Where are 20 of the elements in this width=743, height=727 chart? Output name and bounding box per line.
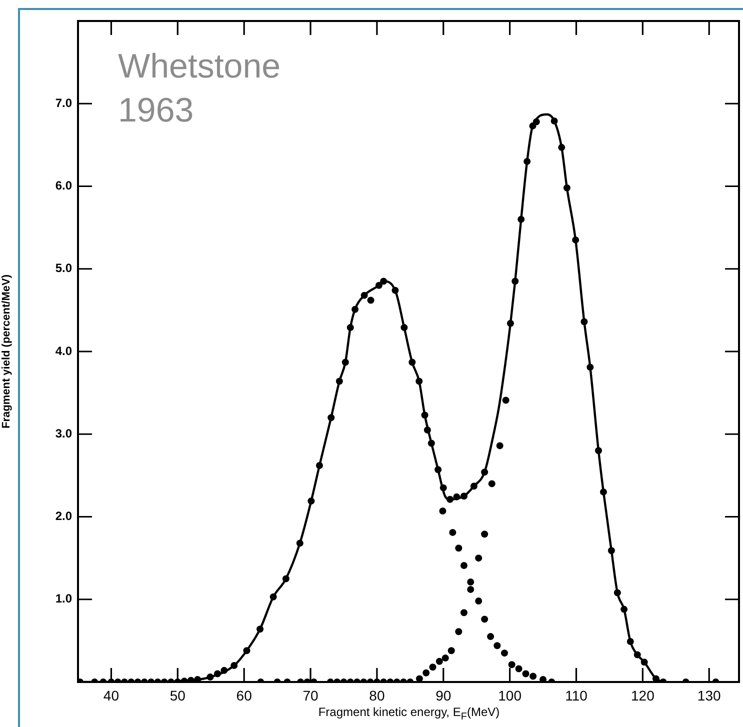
annotation: Whetstone 1963 [118, 47, 281, 130]
x-tick-label: 60 [236, 687, 252, 704]
x-tick-label: 50 [170, 687, 186, 704]
x-tick-label: 80 [369, 687, 385, 704]
x-axis-title: Fragment kinetic energy, E$_{F}$(MeV) [317, 705, 501, 722]
y-tick-label: 4.0 [55, 344, 72, 358]
x-tick-label: 100 [498, 687, 522, 704]
x-tick-label: 110 [565, 687, 588, 704]
y-tick-label: 3.0 [55, 426, 72, 440]
y-tick-label: 1.0 [55, 592, 72, 606]
x-tick-label: 130 [697, 687, 721, 704]
x-tick-label: 70 [302, 687, 319, 704]
y-tick-label: 2.0 [55, 509, 72, 524]
y-tick-label: 6.0 [55, 178, 72, 193]
x-tick-label: 90 [436, 687, 452, 704]
y-tick-label: 7.0 [55, 96, 72, 110]
x-tick-label: 40 [103, 687, 120, 704]
x-tick-label: 120 [630, 687, 655, 704]
y-tick-label: 5.0 [55, 261, 72, 276]
y-axis-title: Fragment yield (percent/MeV) [0, 274, 13, 429]
